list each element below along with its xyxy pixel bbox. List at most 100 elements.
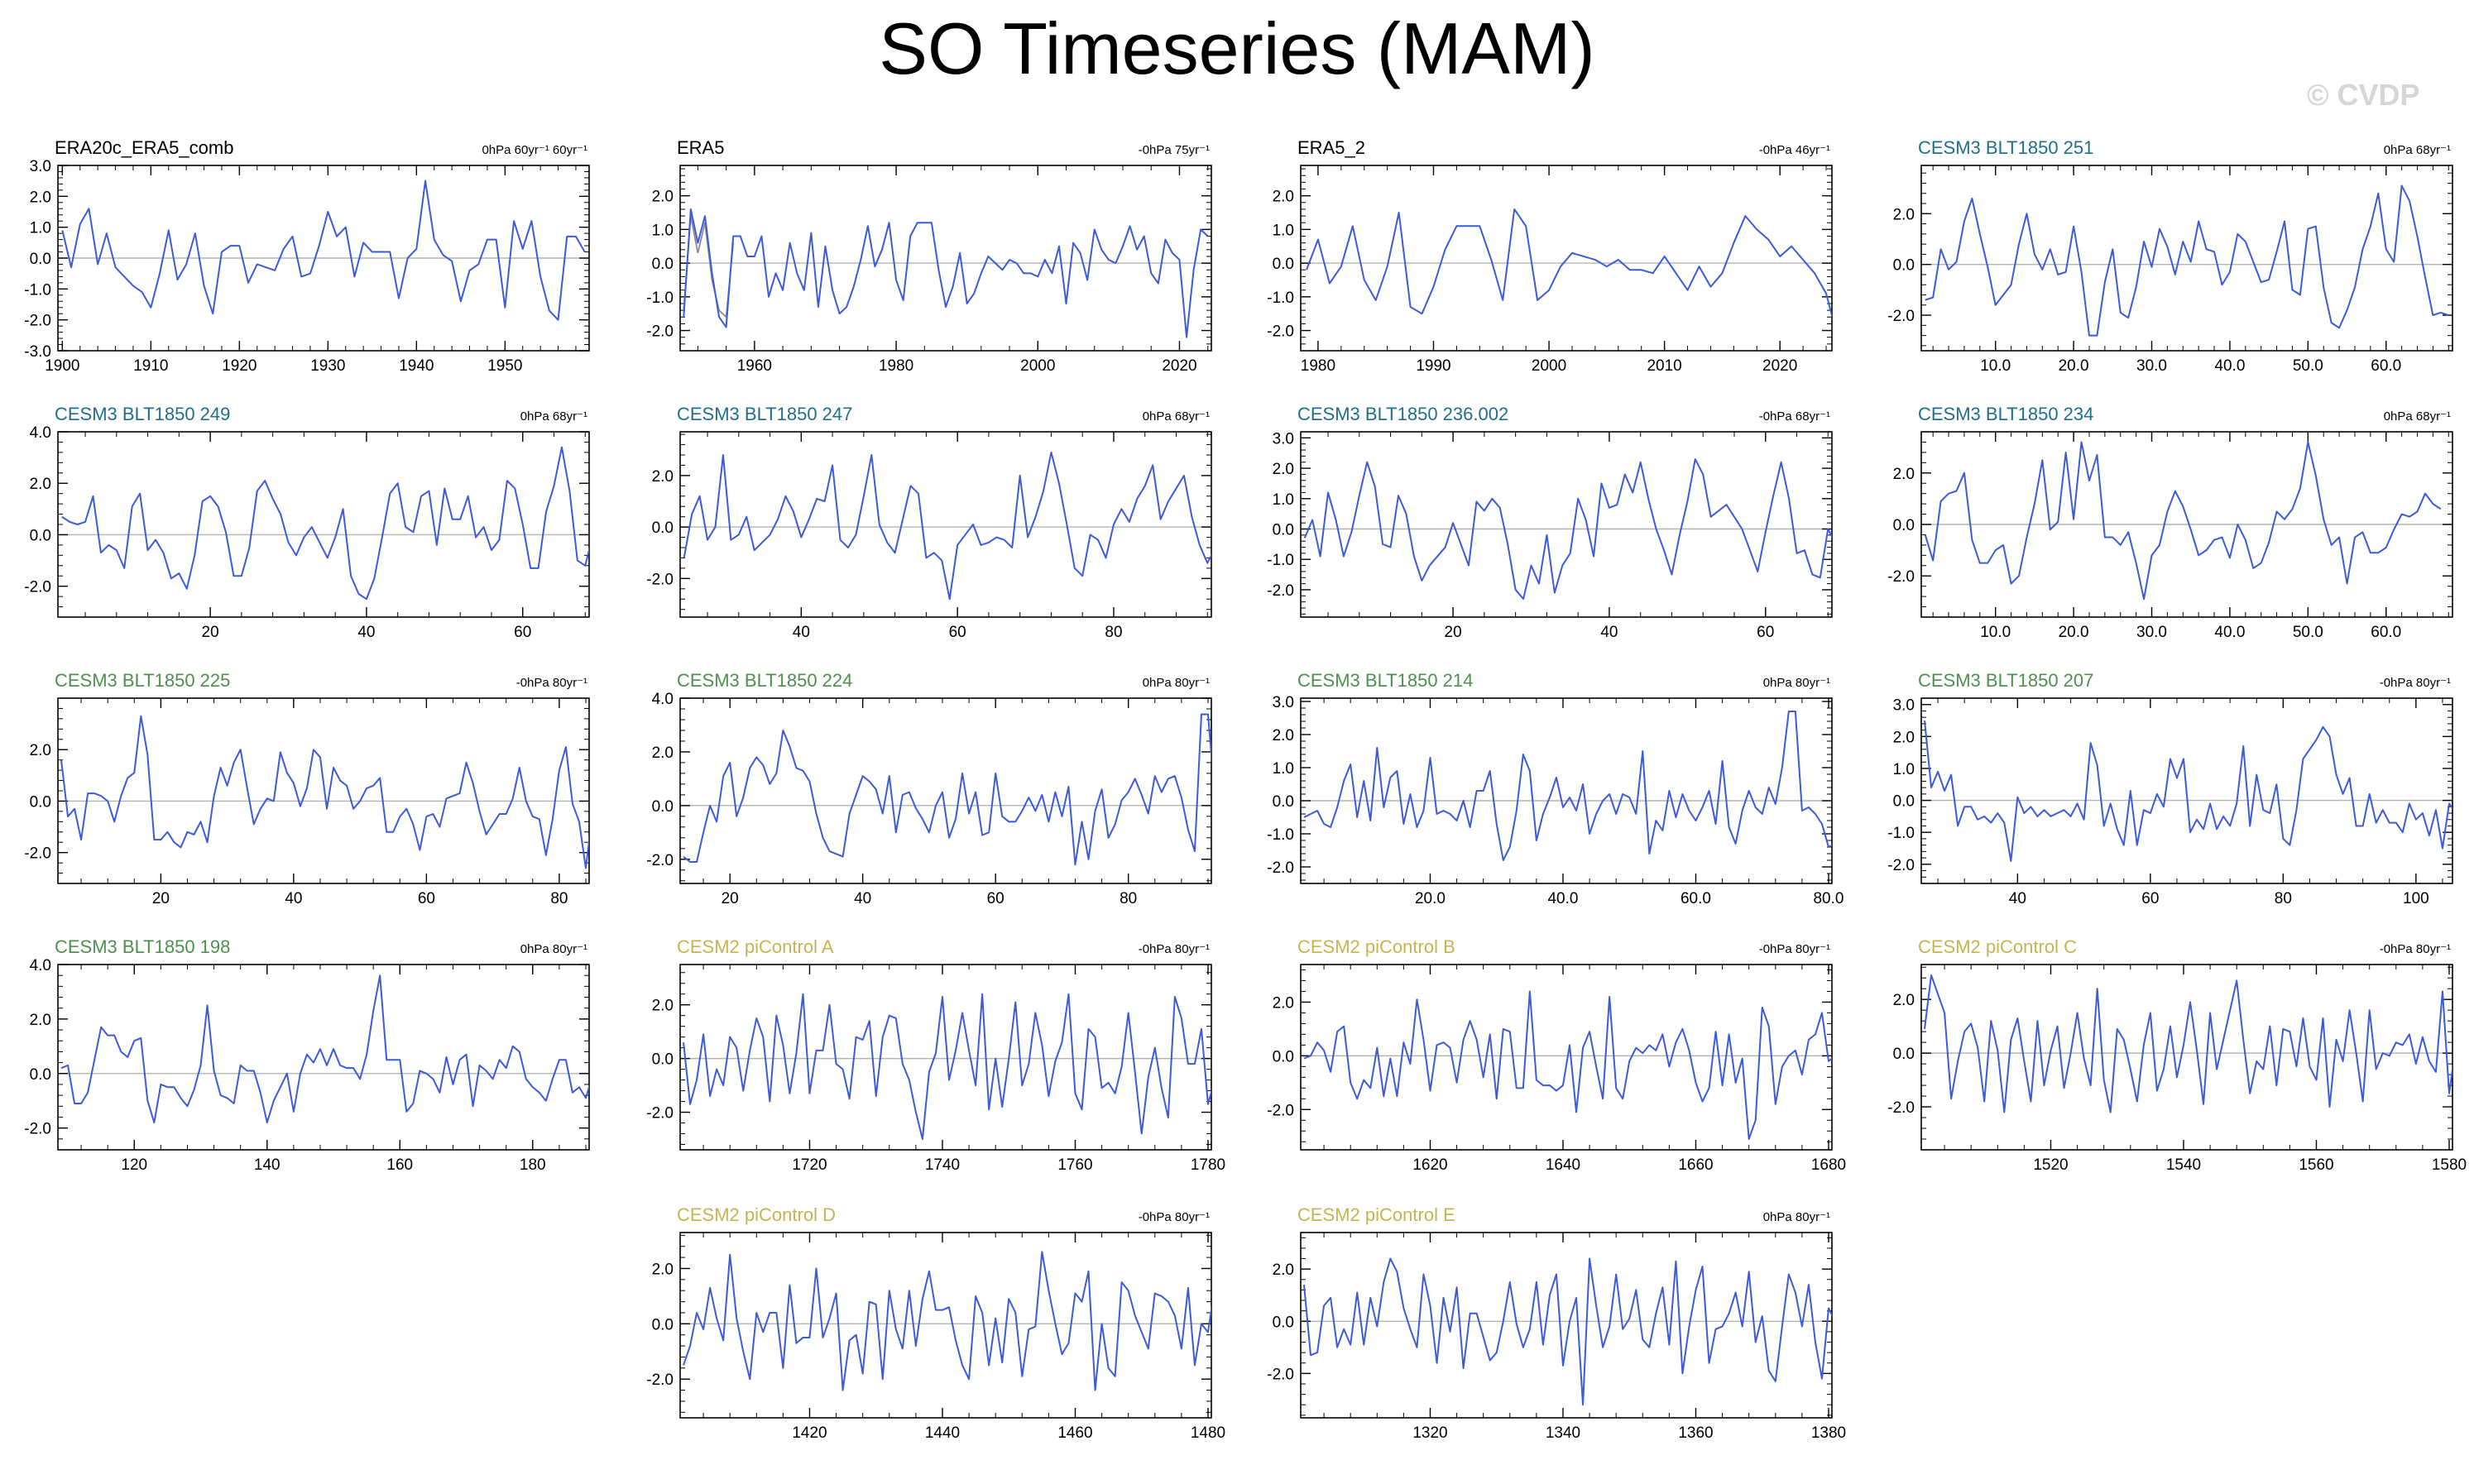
y-tick-label: 2.0 bbox=[652, 1261, 674, 1278]
series-line bbox=[683, 713, 1211, 866]
timeseries-panel: 2.0 0.0 -2.0 1720 1740 1760 1780 CESM2 piContro… bbox=[646, 936, 1225, 1174]
x-tick-label: 120 bbox=[121, 1156, 147, 1174]
y-tick-label: -2.0 bbox=[646, 571, 674, 588]
series-line bbox=[60, 974, 589, 1124]
y-tick-label: 0.0 bbox=[30, 1066, 51, 1084]
timeseries-panel: 2.0 1.0 0.0 -1.0 -2.0 1960 1980 2000 2020 ERA5 -0h… bbox=[646, 137, 1212, 375]
y-tick-label: -2.0 bbox=[24, 845, 51, 863]
series-line bbox=[1925, 184, 2449, 337]
x-tick-label: 2020 bbox=[1762, 357, 1797, 375]
panel-title: CESM3 BLT1850 249 bbox=[55, 404, 230, 424]
panel-units: -0hPa 68yr⁻¹ bbox=[1759, 409, 1830, 424]
x-tick-label: 1440 bbox=[925, 1424, 960, 1442]
x-tick-label: 60 bbox=[987, 890, 1004, 907]
x-tick-label: 160 bbox=[386, 1156, 413, 1174]
plot-frame bbox=[57, 697, 590, 884]
timeseries-panel: 4.0 2.0 0.0 -2.0 20 40 60 80 CESM3 BLT1850 224 0h… bbox=[646, 670, 1212, 907]
x-tick-label: 60 bbox=[418, 890, 435, 907]
y-tick-label: 4.0 bbox=[30, 424, 51, 442]
y-tick-label: 2.0 bbox=[652, 744, 674, 762]
x-tick-label: 1360 bbox=[1678, 1424, 1713, 1442]
x-tick-label: 30.0 bbox=[2136, 624, 2167, 641]
panel-units: 0hPa 68yr⁻¹ bbox=[520, 409, 587, 424]
panel-title: CESM2 piControl B bbox=[1297, 936, 1455, 957]
x-tick-label: 1780 bbox=[1191, 1156, 1225, 1174]
y-tick-label: 0.0 bbox=[1273, 793, 1294, 811]
panel-title: CESM3 BLT1850 207 bbox=[1918, 670, 2093, 691]
plot-frame bbox=[1300, 1232, 1833, 1419]
panel-units: -0hPa 75yr⁻¹ bbox=[1139, 143, 1210, 157]
y-tick-label: 1.0 bbox=[652, 222, 674, 239]
y-tick-label: -1.0 bbox=[1887, 825, 1915, 842]
y-tick-label: -2.0 bbox=[1887, 857, 1915, 874]
series-line bbox=[683, 993, 1211, 1141]
series-line bbox=[1303, 1257, 1832, 1406]
x-tick-label: 1560 bbox=[2299, 1156, 2333, 1174]
cvdp-watermark: © CVDP bbox=[2307, 78, 2420, 112]
panel-title: CESM2 piControl C bbox=[1918, 936, 2077, 957]
x-tick-label: 40 bbox=[285, 890, 302, 907]
panel-title: CESM3 BLT1850 198 bbox=[55, 936, 230, 957]
panel-title: CESM3 BLT1850 236.002 bbox=[1297, 404, 1508, 424]
series-line bbox=[683, 208, 1209, 338]
plot-frame bbox=[679, 431, 1212, 618]
y-tick-label: 0.0 bbox=[1893, 517, 1915, 534]
x-tick-label: 30.0 bbox=[2136, 357, 2167, 375]
x-tick-label: 60 bbox=[1757, 624, 1774, 641]
panel-title: CESM2 piControl D bbox=[677, 1204, 836, 1225]
x-tick-label: 40 bbox=[793, 624, 810, 641]
panel-title: ERA5_2 bbox=[1297, 137, 1365, 158]
plot-frame bbox=[679, 1232, 1212, 1419]
y-tick-label: 0.0 bbox=[1893, 793, 1915, 811]
x-tick-label: 80 bbox=[1120, 890, 1137, 907]
y-tick-label: 2.0 bbox=[652, 468, 674, 486]
y-tick-label: 2.0 bbox=[652, 998, 674, 1015]
y-tick-label: -2.0 bbox=[1267, 1366, 1294, 1383]
panel-units: -0hPa 80yr⁻¹ bbox=[1139, 942, 1210, 956]
x-tick-label: 1580 bbox=[2432, 1156, 2467, 1174]
x-tick-label: 2000 bbox=[1532, 357, 1566, 375]
x-tick-label: 1740 bbox=[925, 1156, 960, 1174]
x-tick-label: 2010 bbox=[1647, 357, 1681, 375]
series-line bbox=[1924, 974, 2452, 1113]
x-tick-label: 1920 bbox=[222, 357, 257, 375]
y-tick-label: 2.0 bbox=[652, 189, 674, 206]
series-line bbox=[1924, 441, 2442, 601]
x-tick-label: 2000 bbox=[1020, 357, 1055, 375]
x-tick-label: 80 bbox=[1105, 624, 1122, 641]
y-tick-label: 0.0 bbox=[652, 1316, 674, 1333]
x-tick-label: 2020 bbox=[1162, 357, 1196, 375]
y-tick-label: 0.0 bbox=[1273, 1048, 1294, 1065]
plot-frame bbox=[679, 165, 1212, 352]
y-tick-label: -2.0 bbox=[24, 313, 51, 330]
y-tick-label: 0.0 bbox=[652, 1051, 674, 1069]
y-tick-label: 2.0 bbox=[1273, 189, 1294, 206]
x-tick-label: 1640 bbox=[1546, 1156, 1580, 1174]
timeseries-panel: 3.0 2.0 1.0 0.0 -1.0 -2.0 40 60 80 100 CESM3 BLT18… bbox=[1887, 670, 2453, 907]
y-tick-label: -3.0 bbox=[24, 343, 51, 361]
timeseries-panel: 2.0 1.0 0.0 -1.0 -2.0 1980 1990 2000 2010 2020 ERA… bbox=[1267, 137, 1833, 375]
panel-units: 0hPa 80yr⁻¹ bbox=[1763, 676, 1830, 690]
x-tick-label: 1380 bbox=[1811, 1424, 1846, 1442]
timeseries-panel: 2.0 0.0 -2.0 20 40 60 80 CESM3 BLT1850 225 -0hPa… bbox=[24, 670, 590, 907]
x-tick-label: 1320 bbox=[1412, 1424, 1447, 1442]
panel-units: -0hPa 80yr⁻¹ bbox=[2380, 676, 2451, 690]
x-tick-label: 1480 bbox=[1191, 1424, 1225, 1442]
page-title: SO Timeseries (MAM) bbox=[879, 7, 1595, 89]
timeseries-panel: 2.0 0.0 -2.0 10.0 20.0 30.0 40.0 50.0 60.0 CESM3 … bbox=[1887, 137, 2453, 375]
y-tick-label: 3.0 bbox=[30, 158, 51, 175]
series-line bbox=[1303, 711, 1832, 861]
y-tick-label: -1.0 bbox=[1267, 290, 1294, 307]
series-line bbox=[1303, 990, 1832, 1141]
y-tick-label: 2.0 bbox=[1273, 994, 1294, 1012]
timeseries-panel: 2.0 0.0 -2.0 1320 1340 1360 1380 CESM2 piContro… bbox=[1267, 1204, 1846, 1442]
panel-units: -0hPa 46yr⁻¹ bbox=[1759, 143, 1830, 157]
y-tick-label: 1.0 bbox=[30, 220, 51, 237]
x-tick-label: 40.0 bbox=[1547, 890, 1578, 907]
plot-frame bbox=[1920, 964, 2453, 1151]
x-tick-label: 40 bbox=[1600, 624, 1618, 641]
y-tick-label: 0.0 bbox=[652, 256, 674, 273]
series-line bbox=[683, 1251, 1211, 1391]
x-tick-label: 20 bbox=[202, 624, 219, 641]
